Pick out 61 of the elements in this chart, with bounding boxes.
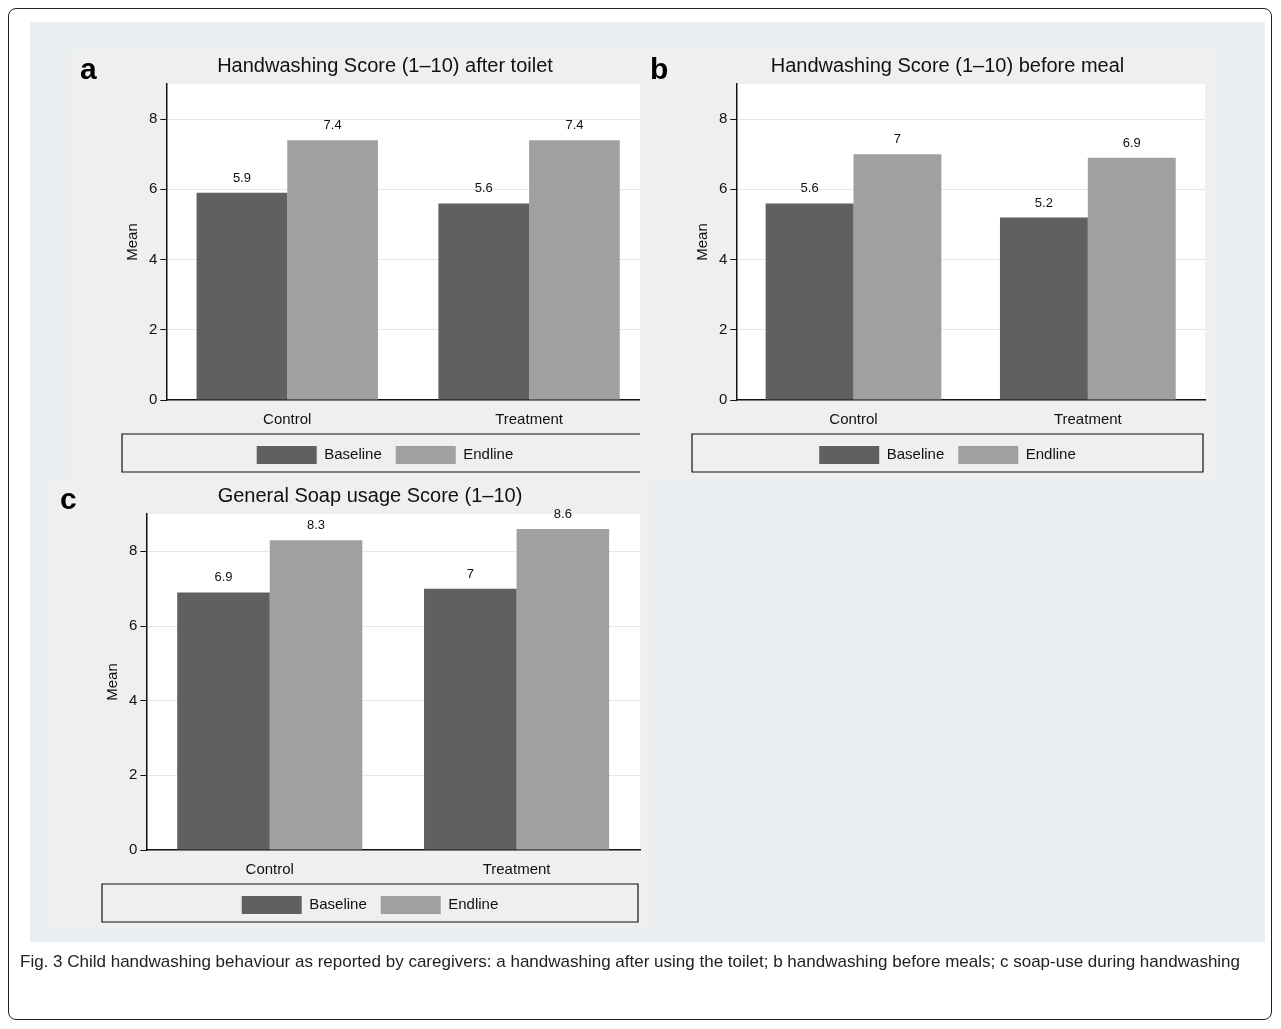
x-tick-label: Control [263, 410, 312, 428]
y-tick-label: 2 [129, 765, 138, 783]
legend-label: Endline [1025, 445, 1076, 463]
y-tick-label: 4 [129, 690, 138, 708]
data-label: 5.2 [1034, 194, 1053, 210]
bar [424, 588, 517, 850]
bar [1087, 157, 1176, 400]
y-tick-label: 4 [149, 249, 158, 267]
y-axis-title: Mean [123, 223, 141, 261]
data-label: 6.9 [214, 569, 233, 585]
y-tick-label: 0 [719, 390, 728, 408]
y-tick-label: 0 [149, 390, 158, 408]
bar [438, 203, 530, 400]
y-tick-label: 8 [129, 541, 138, 559]
data-label: 7 [466, 565, 474, 581]
legend-label: Baseline [324, 445, 382, 463]
y-tick-label: 2 [719, 319, 728, 337]
legend-label: Endline [448, 895, 499, 913]
data-label: 6.9 [1122, 134, 1141, 150]
bar [516, 528, 610, 850]
data-label: 7.4 [323, 117, 342, 133]
chart-title: Handwashing Score (1–10) before meal [770, 53, 1125, 76]
y-tick-label: 6 [129, 616, 138, 634]
bar [853, 154, 942, 400]
y-tick-label: 4 [719, 249, 728, 267]
legend-label: Endline [463, 445, 514, 463]
legend-label: Baseline [309, 895, 367, 913]
x-tick-label: Control [829, 410, 878, 428]
bar [529, 140, 620, 400]
text: c [60, 482, 77, 516]
y-tick-label: 0 [129, 840, 138, 858]
data-label: 8.6 [553, 506, 572, 522]
y-axis-title: Mean [693, 223, 711, 261]
data-label: 5.6 [800, 180, 819, 196]
bar [999, 217, 1088, 400]
y-tick-label: 8 [719, 109, 728, 127]
y-tick-label: 6 [149, 179, 158, 197]
x-tick-label: Treatment [482, 860, 552, 878]
bar [269, 540, 363, 850]
caption: Fig. 3 Child handwashing behaviour as reported by caregivers: a handwashing after using the toilet; b handwashing before meals; c soap-use during handwashing [20, 951, 1242, 973]
bar [765, 203, 854, 400]
text: a [80, 52, 97, 86]
bar [287, 140, 378, 400]
x-tick-label: Treatment [1053, 410, 1123, 428]
y-tick-label: 8 [149, 109, 158, 127]
x-tick-label: Treatment [495, 410, 564, 428]
y-tick-label: 2 [149, 319, 158, 337]
bar [177, 592, 270, 850]
data-label: 8.3 [307, 517, 326, 533]
chart-title: General Soap usage Score (1–10) [217, 483, 523, 506]
y-tick-label: 6 [719, 179, 728, 197]
annotation: b [650, 52, 669, 86]
data-label: 5.6 [474, 180, 493, 196]
legend-label: Baseline [886, 445, 945, 463]
bar [196, 192, 288, 400]
y-axis-title: Mean [103, 663, 121, 701]
data-label: 7.4 [565, 117, 584, 133]
data-label: 7 [893, 131, 902, 147]
chart-title: Handwashing Score (1–10) after toilet [217, 53, 554, 76]
data-label: 5.9 [232, 169, 251, 185]
x-tick-label: Control [245, 860, 294, 878]
